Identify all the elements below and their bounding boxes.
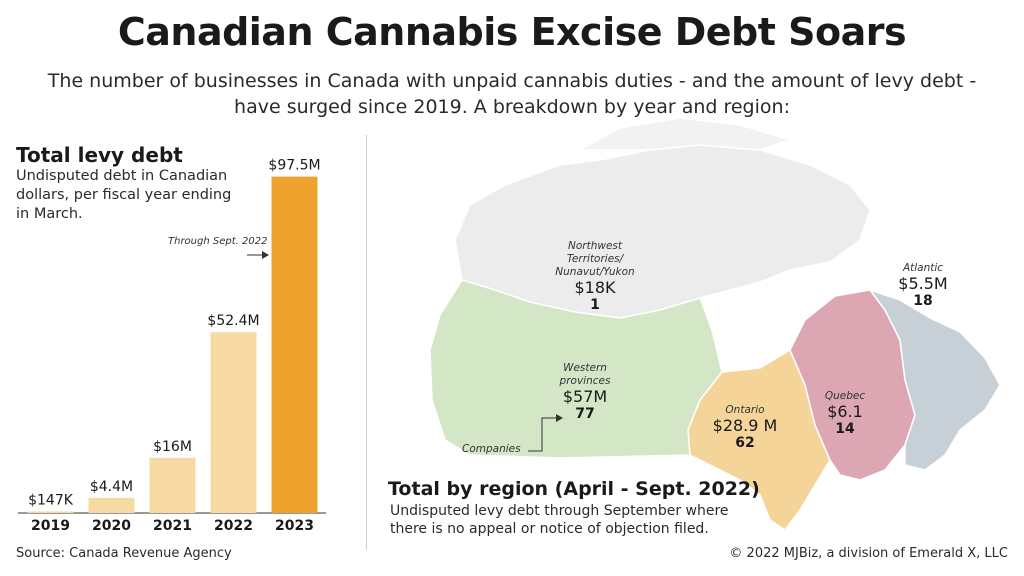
companies-arrow [528, 417, 556, 452]
bar-value-label-2023: $97.5M [268, 158, 320, 174]
region-label-north: Northwest Territories/ Nunavut/Yukon $18… [540, 240, 650, 313]
region-amount-western: $57M [562, 387, 608, 406]
x-tick-label-2021: 2021 [153, 518, 192, 534]
region-count-ontario: 62 [735, 435, 755, 451]
region-name-western: Western provinces [559, 362, 611, 387]
x-tick-label-2020: 2020 [92, 518, 131, 534]
page-subtitle: The number of businesses in Canada with … [47, 70, 977, 118]
bar-value-label-2019: $147K [28, 493, 74, 509]
levy-bar-chart: $147K 2019 $4.4M 2020 $16M 2021 $52.4M 2022 $97.… [18, 158, 326, 534]
bar-2022 [210, 332, 257, 513]
region-name-north: Northwest Territories/ Nunavut/Yukon [555, 240, 635, 278]
region-label-ontario: Ontario $28.9 M 62 [705, 404, 785, 451]
companies-callout: Companies [462, 443, 521, 455]
region-amount-north: $18K [574, 278, 616, 297]
through-arrowhead [262, 251, 269, 259]
region-name-ontario: Ontario [725, 404, 765, 416]
levy-chart-description: Undisputed debt in Canadian dollars, per… [16, 168, 232, 222]
x-tick-label-2022: 2022 [214, 518, 253, 534]
bar-2023 [271, 176, 318, 513]
companies-arrowhead [556, 414, 563, 422]
map-hudson-bay [705, 290, 790, 358]
x-tick-label-2019: 2019 [31, 518, 70, 534]
bar-2019 [27, 511, 74, 513]
copyright-note: © 2022 MJBiz, a division of Emerald X, L… [729, 546, 1008, 561]
region-count-quebec: 14 [835, 421, 855, 437]
region-name-atlantic: Atlantic [902, 262, 944, 274]
bar-2020 [88, 497, 135, 513]
region-count-western: 77 [575, 406, 595, 422]
bar-value-label-2021: $16M [153, 439, 192, 455]
source-note: Source: Canada Revenue Agency [16, 546, 232, 561]
map-region-atlantic [867, 288, 1001, 471]
panel-divider [366, 135, 367, 550]
region-section-description: Undisputed levy debt through September w… [390, 503, 729, 537]
region-label-quebec: Quebec $6.1 14 [815, 390, 875, 437]
region-amount-ontario: $28.9 M [712, 416, 778, 435]
through-annotation: Through Sept. 2022 [168, 236, 268, 247]
region-amount-quebec: $6.1 [827, 402, 863, 421]
bar-value-label-2020: $4.4M [90, 479, 133, 495]
region-section-title: Total by region (April - Sept. 2022) [388, 478, 760, 500]
map-region-north [454, 144, 871, 319]
page-title: Canadian Cannabis Excise Debt Soars [117, 10, 907, 54]
region-name-quebec: Quebec [824, 390, 866, 402]
map-arctic-islands [579, 117, 793, 151]
levy-chart-title: Total levy debt [16, 143, 183, 167]
region-count-north: 1 [590, 297, 600, 313]
region-label-atlantic: Atlantic $5.5M 18 [888, 262, 958, 309]
region-count-atlantic: 18 [913, 293, 933, 309]
bar-2021 [149, 457, 196, 513]
bar-value-label-2022: $52.4M [207, 313, 259, 329]
region-label-western: Western provinces $57M 77 [540, 362, 630, 422]
x-tick-label-2023: 2023 [275, 518, 314, 534]
region-amount-atlantic: $5.5M [898, 274, 948, 293]
